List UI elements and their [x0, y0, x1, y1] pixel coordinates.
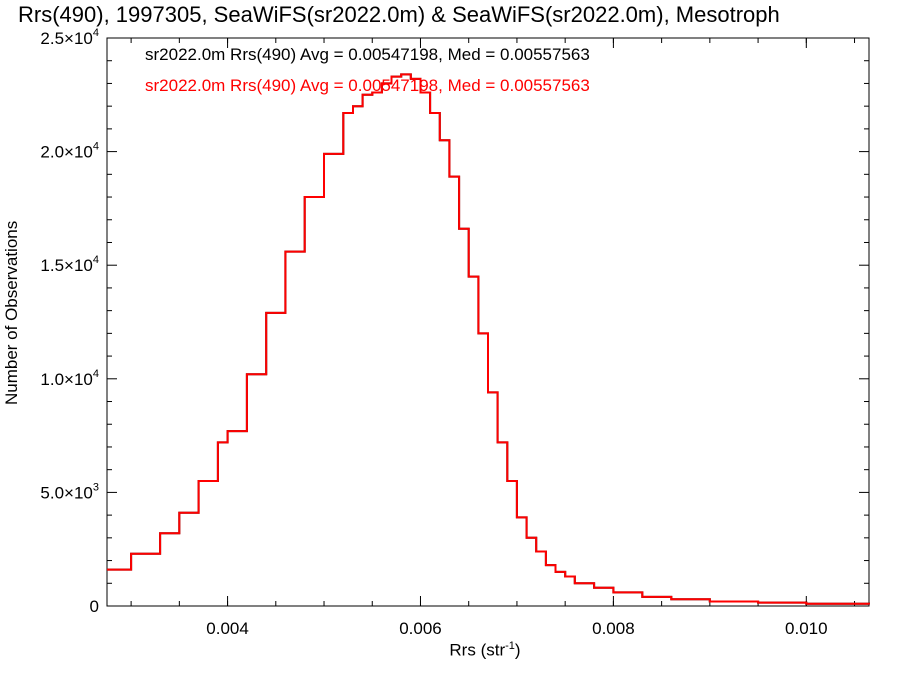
x-tick-label: 0.004: [206, 619, 249, 638]
y-tick-label: 1.5×104: [40, 254, 99, 275]
y-tick-label-base: 1.0×10: [40, 370, 92, 389]
x-axis-label-suffix: ): [514, 640, 521, 660]
y-tick-label-base: 0: [90, 597, 99, 616]
x-axis-label-main: Rrs (str: [449, 640, 506, 660]
x-tick-label: 0.006: [399, 619, 442, 638]
x-axis-label: Rrs (str-1): [400, 640, 570, 661]
y-tick-label: 2.0×104: [40, 141, 99, 162]
chart-title: Rrs(490), 1997305, SeaWiFS(sr2022.0m) & …: [18, 2, 780, 27]
y-tick-label-base: 5.0×10: [40, 483, 92, 502]
legend-entry-red: sr2022.0m Rrs(490) Avg = 0.00547198, Med…: [145, 76, 590, 95]
y-tick-label-base: 2.0×10: [40, 143, 92, 162]
y-tick-label: 2.5×104: [40, 27, 99, 48]
y-tick-label-exponent: 4: [93, 368, 99, 380]
series-group: [107, 73, 870, 605]
y-tick-label-exponent: 3: [93, 481, 99, 493]
axis-ticks: 0.004 0.006 0.008 0.01005.0×1031.0×1041.5×1…: [40, 27, 869, 638]
plot-frame: [106, 37, 870, 607]
series-line-1: [107, 73, 870, 605]
y-tick-label: 0: [90, 597, 99, 616]
x-axis-label-exponent: -1: [505, 640, 515, 652]
y-axis-label: Number of Observations: [2, 220, 21, 405]
x-tick-label: 0.008: [592, 619, 635, 638]
y-tick-label: 5.0×103: [40, 481, 99, 502]
y-tick-label-base: 2.5×10: [40, 29, 92, 48]
y-tick-label-exponent: 4: [93, 254, 99, 266]
y-tick-label-base: 1.5×10: [40, 256, 92, 275]
legend-entry-black: sr2022.0m Rrs(490) Avg = 0.00547198, Med…: [145, 45, 590, 64]
x-tick-label: 0.010: [785, 619, 828, 638]
y-tick-label: 1.0×104: [40, 368, 99, 389]
y-tick-label-exponent: 4: [93, 27, 99, 39]
y-tick-label-exponent: 4: [93, 141, 99, 153]
